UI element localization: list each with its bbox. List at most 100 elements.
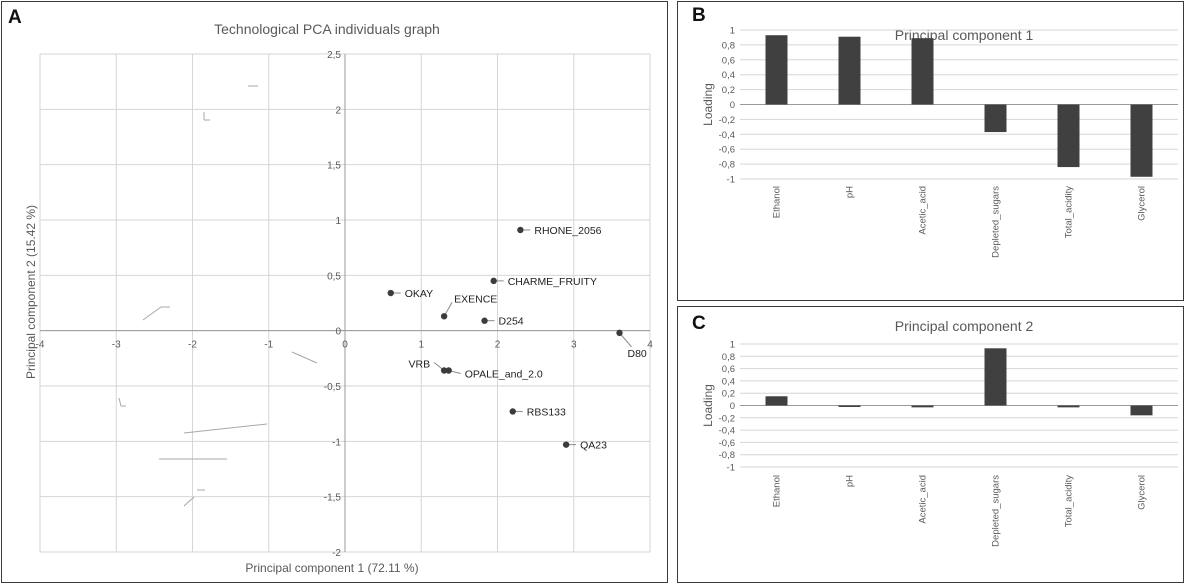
panel-b: B Principal component 1 -1 -0,8 -0,6 -0,4 -0,… [677,1,1184,301]
panel-letter-c: C [692,313,706,334]
data-point [517,226,524,234]
y-tick-label: -1 [727,175,735,186]
x-tick-label: -4 [36,340,45,351]
x-tick-label: 1 [418,340,424,351]
data-point [445,367,452,374]
x-category-label: Acetic_acid [918,186,929,235]
y-tick-label: -0,4 [719,426,735,437]
pc2-loading-bar-chart: Principal component 2-1-0,8-0,6-0,4-0,20… [701,318,1178,547]
data-point [562,441,570,448]
x-tick-label: 3 [571,340,577,351]
point-label: CHARME_FRUITY [508,276,597,288]
y-tick-label: 0,4 [722,376,735,387]
y-tick-label: 0,8 [722,352,735,363]
loading-bar [1057,104,1080,168]
y-tick-label: 0,2 [722,389,735,400]
y-tick-label: 0,6 [722,364,735,375]
y-axis-title: Loading [701,83,715,126]
y-tick-label: 0 [730,401,735,412]
y-tick-label: 0,4 [722,70,735,81]
x-category-label: Depleted_sugars [991,186,1002,258]
decorative-stroke [183,496,195,507]
loading-bar [1130,405,1153,416]
y-tick-label: 0,6 [722,55,735,66]
x-category-label: Glycerol [1137,475,1148,510]
x-category-label: Glycerol [1137,186,1148,221]
y-tick-label: 1,5 [327,161,341,172]
data-point [616,329,623,337]
x-tick-label: 4 [647,340,653,351]
y-tick-label: -2 [332,548,341,559]
point-label: D254 [499,316,524,328]
x-category-label: pH [845,186,856,198]
x-category-label: Total_acidity [1064,475,1075,528]
y-tick-label: -0,5 [324,382,342,393]
pca-scatter-chart: Technological PCA individuals graph -4 -3 -… [24,21,653,575]
y-tick-label: -0,2 [719,115,735,126]
data-point [387,289,394,297]
chart-title: Principal component 2 [895,318,1034,334]
y-tick-label: 1 [730,340,735,351]
data-point [440,313,448,320]
loading-bar [765,35,788,105]
y-tick-label: 0,2 [722,85,735,96]
x-axis-title: Principal component 1 (72.11 %) [245,561,418,575]
loading-bar [1130,104,1153,177]
decorative-strokes [118,85,318,507]
data-point [509,408,516,415]
decorative-stroke [118,397,122,407]
pc1-loading-bar-chart: Principal component 1-1-0,8-0,6-0,4-0,20… [701,26,1178,258]
y-tick-label: -0,8 [719,450,735,461]
decorative-stroke [142,306,162,321]
chart-title: Technological PCA individuals graph [214,21,440,37]
loading-bar [984,104,1007,133]
y-tick-label: -0,6 [719,438,735,449]
x-tick-label: 2 [495,340,501,351]
y-tick-label: 0,5 [327,271,341,282]
point-label: OPALE_and_2.0 [465,369,543,381]
y-tick-label: 1 [335,216,341,227]
y-tick-label: 2,5 [327,50,341,61]
decorative-stroke [183,423,268,434]
x-category-label: Total_acidity [1064,186,1075,239]
y-tick-label: -1 [332,437,341,448]
data-point [440,367,448,374]
x-tick-label: 0 [342,340,348,351]
x-category-label: Depleted_sugars [991,475,1002,547]
y-tick-label: 0,8 [722,40,735,51]
y-axis-title: Loading [701,384,715,427]
loading-bar [984,348,1007,406]
loading-bar [765,396,788,406]
panel-letter-b: B [692,5,706,26]
y-tick-label: 0 [335,327,341,338]
point-label: VRB [409,359,431,371]
loading-bar [1057,405,1080,408]
y-tick-label: 2 [335,105,341,116]
point-label: EXENCE [454,293,497,305]
x-tick-label: -3 [112,340,121,351]
panel-c: C Principal component 2 -1 -0,8 -0,6 -0,4 -0,… [677,306,1184,583]
point-label: RHONE_2056 [534,225,601,237]
loading-bar [838,36,861,105]
x-category-label: Ethanol [772,186,783,218]
loading-bar [911,38,934,105]
point-label: D80 [628,348,647,360]
point-label: RBS133 [527,406,566,418]
y-tick-label: -0,6 [719,145,735,156]
y-tick-label: -0,8 [719,160,735,171]
panel-a: A Technological PCA individuals graph -4 -… [1,1,668,583]
x-category-label: pH [845,475,856,487]
y-tick-label: -1,5 [324,493,342,504]
y-tick-label: -0,4 [719,130,735,141]
decorative-stroke [291,351,318,364]
y-tick-label: 0 [730,100,735,111]
loading-bar [838,405,861,407]
y-tick-label: -1 [727,463,735,474]
data-point [481,317,488,324]
x-tick-label: -1 [264,340,273,351]
y-tick-label: -0,2 [719,413,735,424]
x-category-label: Ethanol [772,475,783,507]
point-label: OKAY [405,288,433,300]
y-axis-title: Principal component 2 (15.42 %) [24,205,38,379]
x-tick-label: -2 [188,340,197,351]
